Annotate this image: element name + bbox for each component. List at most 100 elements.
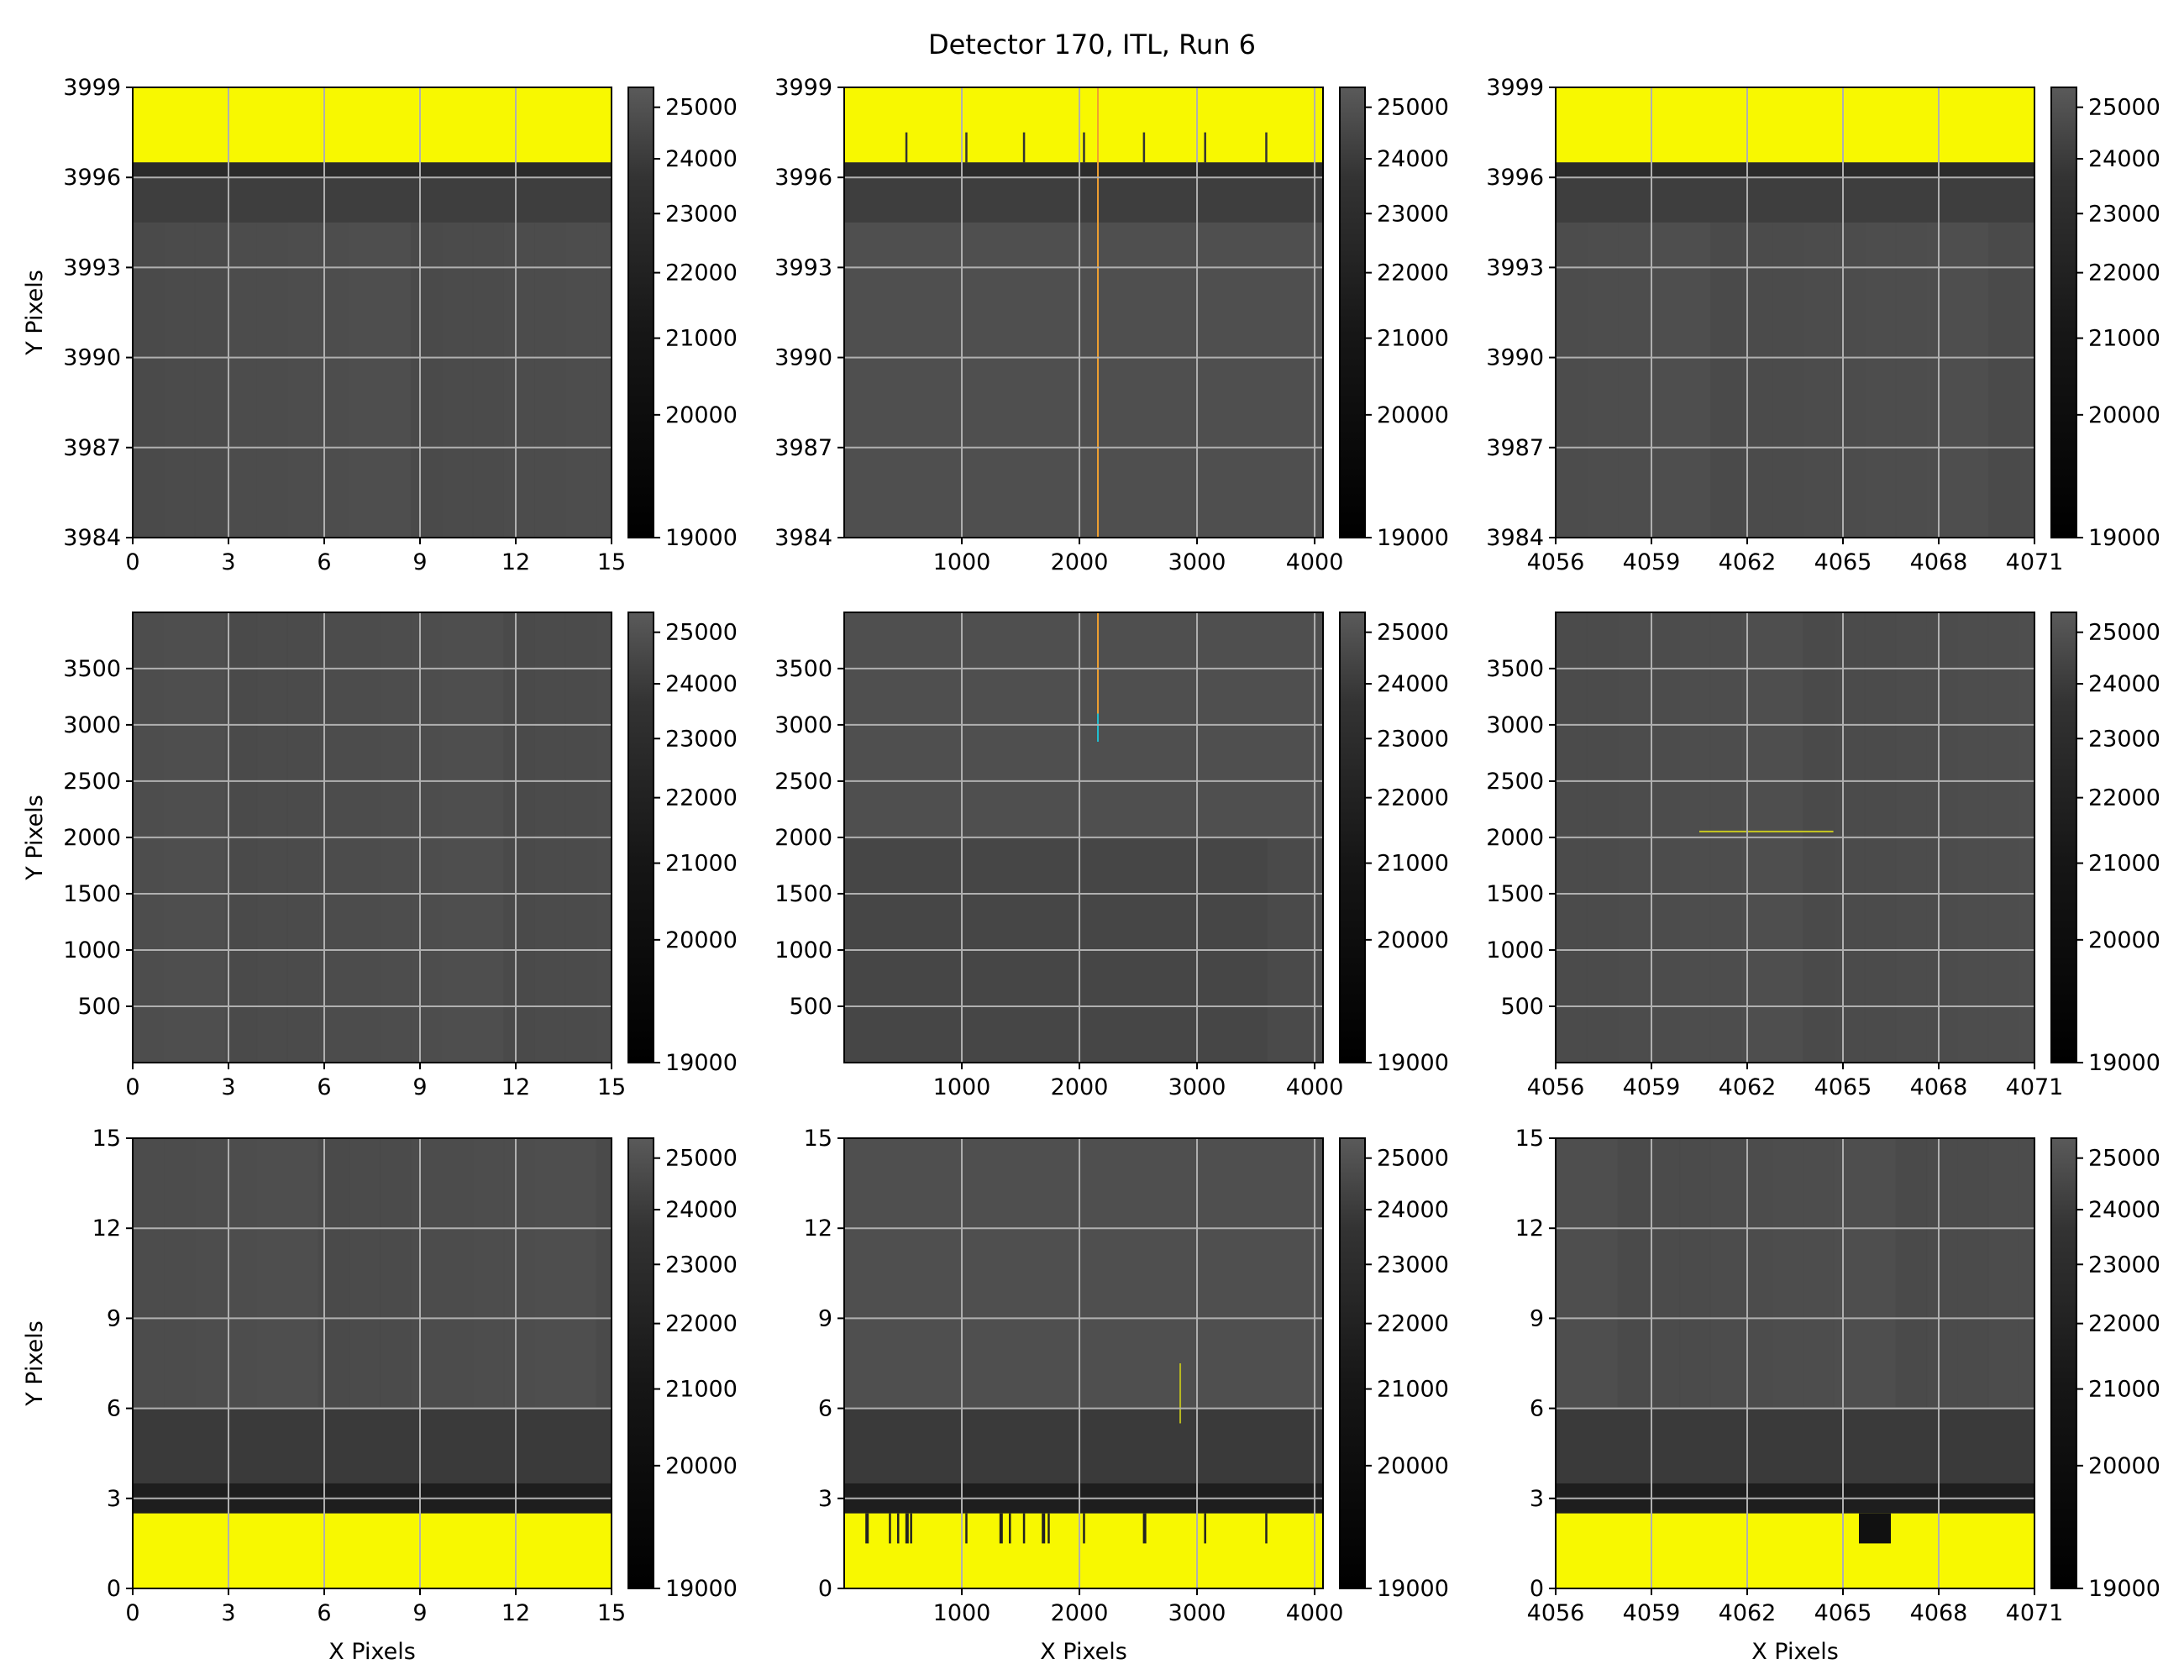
colorbar-tick-label: 19000	[665, 525, 738, 551]
edge-row	[844, 1408, 1323, 1483]
y-tick-label: 3993	[1486, 255, 1544, 281]
y-tick-label: 3996	[1486, 165, 1544, 191]
heatmap-image	[844, 87, 1323, 538]
colorbar-tick-label: 25000	[665, 95, 738, 121]
figure-title: Detector 170, ITL, Run 6	[928, 29, 1256, 60]
bad-column	[1083, 132, 1085, 163]
y-tick-label: 3990	[1486, 345, 1544, 371]
colorbar-tick-label: 22000	[1377, 260, 1449, 286]
x-tick-label: 6	[317, 549, 331, 575]
grid	[1556, 1138, 2034, 1588]
y-tick-label: 1000	[1486, 937, 1544, 963]
y-tick-label: 6	[107, 1396, 121, 1422]
edge-row	[1556, 177, 2034, 223]
x-tick-label: 4065	[1814, 1074, 1872, 1100]
y-tick-label: 6	[1530, 1396, 1544, 1422]
colorbar-tick-label: 24000	[1377, 671, 1449, 697]
colorbar-tick-label: 22000	[665, 260, 738, 286]
x-axis-label: X Pixels	[1040, 1639, 1127, 1665]
x-tick-label: 3000	[1168, 1600, 1226, 1626]
colorbar: 19000 20000 21000 22000 23000 24000 25000	[1339, 87, 1449, 551]
colorbar-tick-label: 25000	[2088, 620, 2160, 646]
bad-column	[865, 1513, 869, 1544]
plot-frame	[132, 87, 612, 538]
y-tick-label: 1500	[63, 881, 121, 907]
masked-region	[133, 1513, 612, 1588]
colorbar-tick-label: 20000	[2088, 402, 2160, 428]
colorbar-tick-label: 25000	[2088, 95, 2160, 121]
grid	[133, 87, 612, 538]
y-tick-label: 15	[804, 1126, 832, 1152]
x-tick-label: 4068	[1910, 1074, 1968, 1100]
colorbar-tick-label: 19000	[1377, 1050, 1449, 1076]
x-tick-label: 3	[221, 1074, 235, 1100]
colorbar-tick-label: 23000	[665, 726, 738, 752]
colorbar-tick-label: 19000	[665, 1050, 738, 1076]
x-tick-label: 3	[221, 549, 235, 575]
x-tick-label: 3000	[1168, 549, 1226, 575]
colorbar-tick-label: 25000	[1377, 95, 1449, 121]
bad-column	[1047, 1513, 1050, 1544]
x-tick-label: 4059	[1623, 1074, 1681, 1100]
x-tick-label: 4062	[1719, 1600, 1777, 1626]
y-tick-label: 2500	[1486, 769, 1544, 795]
colorbar-tick-label: 21000	[665, 851, 738, 877]
edge-row	[844, 177, 1323, 223]
colorbar-gradient	[1339, 1137, 1366, 1589]
y-tick-label: 9	[107, 1305, 121, 1331]
y-tick-label: 3000	[63, 712, 121, 738]
heatmap-image	[133, 1138, 612, 1588]
heatmap-image	[1556, 87, 2034, 538]
colorbar-tick-label: 21000	[2088, 851, 2160, 877]
x-tick-label: 4071	[2006, 1074, 2064, 1100]
x-tick-label: 15	[597, 549, 626, 575]
bad-column-trace	[1097, 87, 1100, 538]
y-tick-label: 1000	[63, 937, 121, 963]
y-tick-label: 12	[1515, 1215, 1544, 1242]
plot-frame	[1555, 1137, 2035, 1589]
colorbar-gradient	[2050, 1137, 2077, 1589]
x-tick-label: 0	[125, 549, 139, 575]
y-tick-label: 2000	[774, 825, 832, 851]
x-tick-label: 2000	[1051, 1074, 1109, 1100]
x-tick-label: 9	[412, 549, 427, 575]
plot-frame	[843, 87, 1324, 538]
colorbar-tick-label: 24000	[2088, 146, 2160, 172]
x-tick-label: 9	[412, 1074, 427, 1100]
colorbar-tick-label: 19000	[2088, 525, 2160, 551]
colorbar-tick-label: 21000	[1377, 1377, 1449, 1403]
x-axis-label: X Pixels	[328, 1639, 416, 1665]
colorbar-tick-label: 22000	[2088, 785, 2160, 811]
bad-column	[1142, 1513, 1147, 1544]
colorbar-tick-label: 23000	[1377, 201, 1449, 227]
x-tick-label: 4068	[1910, 549, 1968, 575]
colorbar-tick-label: 20000	[2088, 1453, 2160, 1479]
bad-column	[1022, 132, 1026, 163]
x-tick-label: 1000	[933, 1074, 991, 1100]
colorbar-tick-label: 23000	[2088, 726, 2160, 752]
grid	[133, 1138, 612, 1588]
colorbar: 19000 20000 21000 22000 23000 24000 25000	[1339, 612, 1449, 1076]
x-tick-label: 3000	[1168, 1074, 1226, 1100]
y-tick-label: 3	[818, 1486, 832, 1512]
y-tick-label: 3999	[63, 75, 121, 101]
y-tick-label: 3500	[774, 656, 832, 682]
panel-2-0: 0 3 6 9 12 15 0 3 6 9 12 15 Y Pixels X Pixels 19000 200…	[22, 1126, 738, 1665]
bad-column	[1022, 1513, 1026, 1544]
bad-column	[1265, 132, 1268, 163]
y-tick-label: 3984	[774, 525, 832, 551]
colorbar-tick-label: 22000	[1377, 785, 1449, 811]
colorbar-tick-label: 19000	[2088, 1050, 2160, 1076]
colorbar: 19000 20000 21000 22000 23000 24000 25000	[2050, 612, 2160, 1076]
colorbar-gradient	[627, 87, 654, 538]
bad-column	[965, 1513, 968, 1544]
bad-column	[1265, 1513, 1268, 1544]
bad-column	[1204, 132, 1206, 163]
colorbar: 19000 20000 21000 22000 23000 24000 25000	[627, 1137, 738, 1602]
colorbar-tick-label: 25000	[1377, 1146, 1449, 1172]
x-tick-label: 4071	[2006, 1600, 2064, 1626]
colorbar-tick-label: 25000	[2088, 1146, 2160, 1172]
x-tick-label: 4059	[1623, 549, 1681, 575]
colorbar-tick-label: 20000	[1377, 927, 1449, 953]
y-tick-label: 3999	[774, 75, 832, 101]
